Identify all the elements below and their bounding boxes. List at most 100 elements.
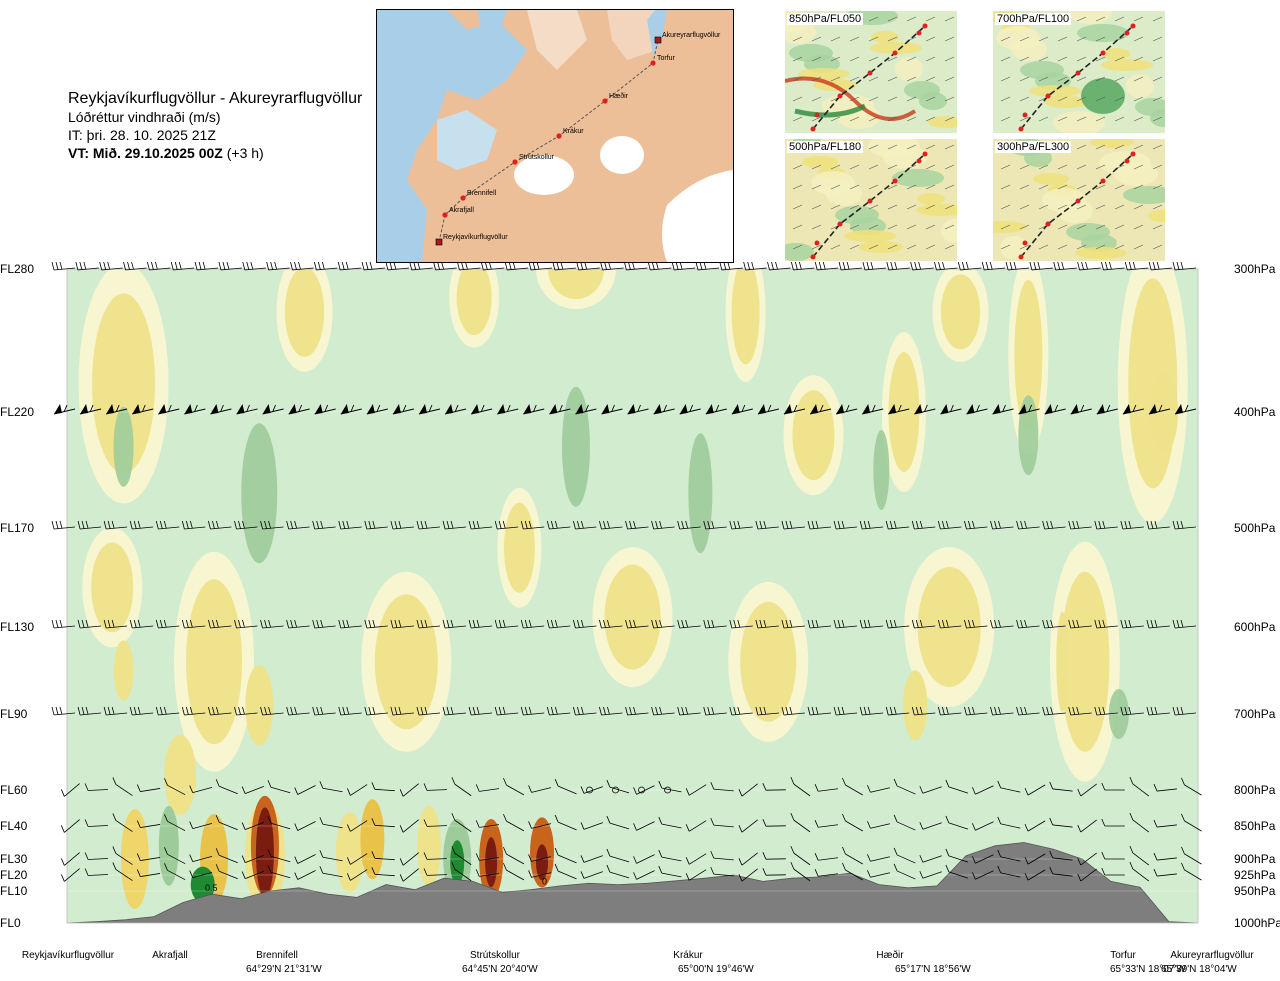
- wind-barb: [1077, 783, 1097, 797]
- wind-barb: [1101, 818, 1125, 827]
- thumb-route-point: [867, 70, 873, 76]
- thumb-wind-barb: [1019, 96, 1030, 102]
- thumb-500hpa[interactable]: 500hPa/FL180: [785, 139, 957, 261]
- wind-barb: [893, 778, 916, 795]
- thumb-wind-barb: [887, 164, 898, 170]
- thumb-700hpa[interactable]: 700hPa/FL100: [993, 11, 1165, 133]
- thumb-field-blob: [1126, 74, 1154, 98]
- wind-barb: [51, 619, 76, 629]
- wind-barb: [658, 865, 682, 878]
- wind-barb: [267, 849, 291, 863]
- wind-barb: [364, 520, 388, 530]
- thumb-wind-barb: [925, 184, 936, 190]
- wind-barb: [1172, 706, 1197, 716]
- pressure-level-label: 700hPa: [1234, 707, 1276, 721]
- thumb-wind-barb: [1076, 164, 1087, 170]
- thumb-wind-barb: [1152, 36, 1163, 42]
- thumb-wind-barb: [849, 116, 860, 122]
- field-blob: [1018, 395, 1039, 476]
- wind-barb: [1016, 619, 1040, 629]
- field-blob: [485, 837, 498, 888]
- pressure-level-label: 600hPa: [1234, 620, 1276, 634]
- thumb-wind-barb: [792, 96, 803, 102]
- thumb-wind-barb: [1095, 36, 1106, 42]
- thumb-wind-barb: [1000, 164, 1011, 170]
- wind-barb: [762, 868, 786, 876]
- wind-barb: [627, 404, 649, 415]
- wind-barb: [208, 706, 232, 716]
- wind-barb: [158, 404, 180, 415]
- wind-barb: [103, 706, 128, 716]
- wind-barb: [136, 784, 161, 792]
- wind-barb: [442, 706, 467, 716]
- thumb-route-point: [916, 158, 922, 164]
- thumb-700hpa-map: [993, 11, 1165, 133]
- wind-barb: [423, 852, 447, 860]
- thumb-field-blob: [916, 204, 957, 216]
- route-map-svg: Akureyrarflugvöllur Torfur Hæðir Krákur Strú…: [377, 10, 733, 262]
- thumb-wind-barb: [906, 244, 917, 250]
- field-blob: [91, 542, 134, 633]
- wind-barb: [112, 813, 133, 832]
- wind-barb: [738, 819, 758, 833]
- wind-barb: [957, 261, 982, 271]
- wind-barb: [286, 520, 310, 530]
- thumb-wind-barb: [1000, 56, 1011, 62]
- wind-barb: [1029, 261, 1053, 271]
- thumb-wind-barb: [887, 16, 898, 22]
- thumb-wind-barb: [944, 144, 955, 150]
- wind-barb: [972, 870, 994, 880]
- wind-barb: [423, 783, 447, 791]
- thumb-wind-barb: [906, 224, 917, 230]
- thumb-wind-barb: [868, 76, 879, 82]
- thumb-300hpa[interactable]: 300hPa/FL300: [993, 139, 1165, 261]
- wind-barb: [528, 870, 552, 878]
- thumb-wind-barb: [1000, 204, 1011, 210]
- wind-barb: [433, 261, 457, 271]
- map-waypoint-marker: [650, 60, 656, 66]
- route-map: Akureyrarflugvöllur Torfur Hæðir Krákur Strú…: [376, 9, 734, 263]
- waypoint-name: Akureyrarflugvöllur: [1170, 950, 1254, 961]
- thumb-field-blob: [811, 171, 855, 195]
- wind-barb: [399, 783, 419, 797]
- wind-barb: [997, 865, 1021, 878]
- map-airport-marker: [435, 238, 443, 246]
- thumb-wind-barb: [1076, 16, 1087, 22]
- wind-barb: [573, 706, 597, 716]
- thumb-850hpa[interactable]: 850hPa/FL050: [785, 11, 957, 133]
- thumb-wind-barb: [1019, 76, 1030, 82]
- wind-barb: [842, 846, 863, 865]
- thumb-wind-barb: [906, 56, 917, 62]
- thumb-wind-barb: [811, 224, 822, 230]
- wind-barb: [1181, 862, 1202, 881]
- thumb-wind-barb: [1019, 244, 1030, 250]
- wind-barb: [288, 404, 310, 415]
- wind-barb: [719, 261, 743, 271]
- field-blob: [1014, 279, 1043, 430]
- wind-barb: [112, 777, 133, 796]
- wind-barb: [371, 851, 395, 861]
- thumb-wind-barb: [868, 164, 879, 170]
- wind-barb: [51, 261, 76, 271]
- thumb-wind-barb: [1019, 204, 1030, 210]
- thumb-wind-barb: [906, 16, 917, 22]
- wind-barb: [528, 821, 552, 829]
- wind-barb: [549, 404, 571, 415]
- wind-barb: [1101, 867, 1125, 876]
- wind-barb: [814, 853, 838, 861]
- wind-barb: [77, 619, 102, 629]
- wind-barb: [520, 619, 545, 629]
- thumb-route-point: [1018, 126, 1024, 132]
- thumb-wind-barb: [1038, 164, 1049, 170]
- wind-barb: [554, 847, 577, 864]
- wind-barb: [294, 785, 316, 795]
- thumb-route-point: [922, 151, 928, 157]
- map-waypoint-marker: [512, 159, 518, 165]
- wind-barb: [84, 783, 109, 791]
- wind-barb: [859, 706, 884, 716]
- thumb-wind-barb: [1019, 184, 1030, 190]
- wind-barb: [371, 818, 395, 828]
- wind-barb: [181, 706, 206, 716]
- pressure-level-label: 900hPa: [1234, 852, 1276, 866]
- wind-barb: [1094, 520, 1118, 530]
